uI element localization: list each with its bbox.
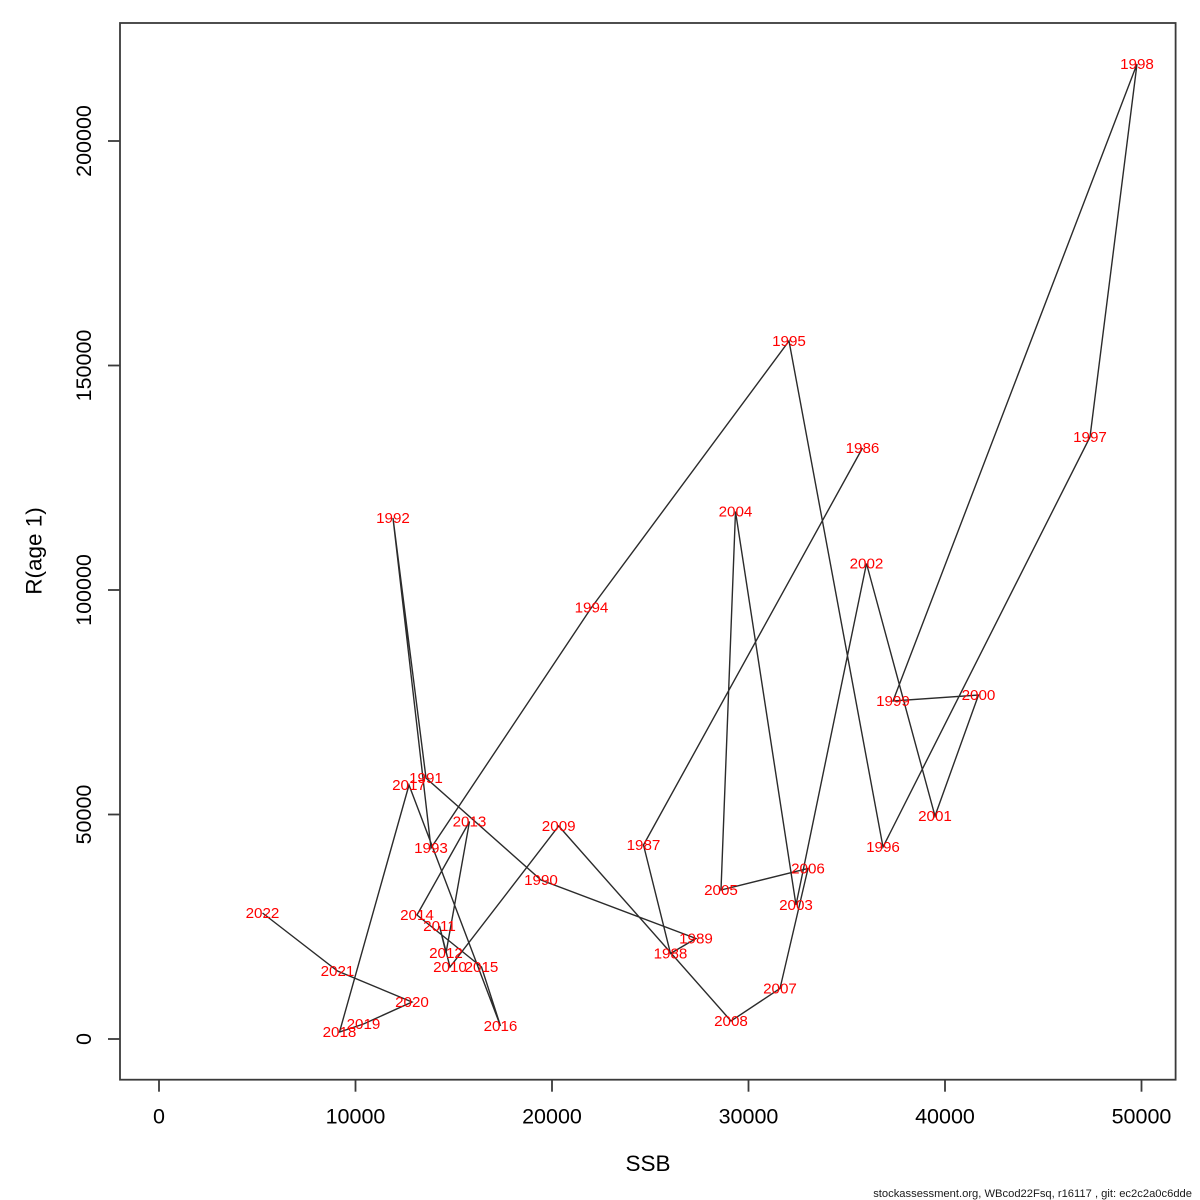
svg-text:2000: 2000 — [962, 687, 996, 704]
svg-text:2008: 2008 — [714, 1013, 748, 1030]
svg-text:R(age 1): R(age 1) — [22, 507, 47, 595]
svg-text:0: 0 — [72, 1033, 96, 1045]
svg-text:1986: 1986 — [846, 440, 880, 457]
svg-text:2011: 2011 — [423, 918, 456, 935]
svg-text:2021: 2021 — [321, 963, 355, 980]
svg-text:2022: 2022 — [246, 905, 280, 922]
svg-text:2005: 2005 — [704, 882, 738, 899]
svg-text:1999: 1999 — [876, 693, 910, 710]
svg-text:2017: 2017 — [392, 777, 426, 794]
svg-text:2012: 2012 — [429, 945, 463, 962]
svg-text:2018: 2018 — [323, 1024, 357, 1041]
svg-text:1989: 1989 — [679, 931, 713, 948]
svg-text:2013: 2013 — [453, 814, 487, 831]
svg-text:2015: 2015 — [465, 959, 499, 976]
svg-text:1992: 1992 — [376, 510, 410, 527]
svg-text:200000: 200000 — [72, 105, 96, 177]
svg-text:2020: 2020 — [395, 994, 429, 1011]
svg-text:1996: 1996 — [866, 839, 900, 856]
svg-text:2006: 2006 — [791, 861, 825, 878]
svg-text:2001: 2001 — [918, 808, 952, 825]
svg-text:2010: 2010 — [433, 959, 467, 976]
svg-text:SSB: SSB — [625, 1151, 670, 1176]
svg-text:150000: 150000 — [72, 330, 96, 402]
svg-text:2014: 2014 — [400, 907, 434, 924]
svg-text:1995: 1995 — [772, 333, 806, 350]
svg-text:stockassessment.org, WBcod22Fs: stockassessment.org, WBcod22Fsq, r16117 … — [873, 1188, 1192, 1200]
svg-text:1994: 1994 — [575, 600, 609, 617]
svg-text:1988: 1988 — [654, 946, 688, 963]
svg-text:2019: 2019 — [347, 1016, 381, 1033]
svg-text:20000: 20000 — [522, 1105, 582, 1129]
svg-text:1998: 1998 — [1120, 56, 1154, 73]
svg-text:1991: 1991 — [409, 770, 443, 787]
svg-text:2004: 2004 — [719, 504, 753, 521]
svg-text:40000: 40000 — [915, 1105, 975, 1129]
svg-text:1987: 1987 — [627, 837, 661, 854]
svg-text:100000: 100000 — [72, 554, 96, 626]
svg-text:2009: 2009 — [542, 818, 576, 835]
svg-text:2002: 2002 — [850, 556, 884, 573]
svg-text:50000: 50000 — [1112, 1105, 1172, 1129]
svg-text:2003: 2003 — [779, 897, 813, 914]
svg-text:1993: 1993 — [414, 840, 448, 857]
svg-text:10000: 10000 — [326, 1105, 386, 1129]
svg-text:0: 0 — [153, 1105, 165, 1129]
svg-text:30000: 30000 — [719, 1105, 779, 1129]
svg-text:2016: 2016 — [484, 1018, 518, 1035]
svg-text:1990: 1990 — [524, 872, 558, 889]
svg-text:1997: 1997 — [1073, 429, 1107, 446]
svg-text:50000: 50000 — [72, 785, 96, 845]
svg-text:2007: 2007 — [763, 981, 797, 998]
